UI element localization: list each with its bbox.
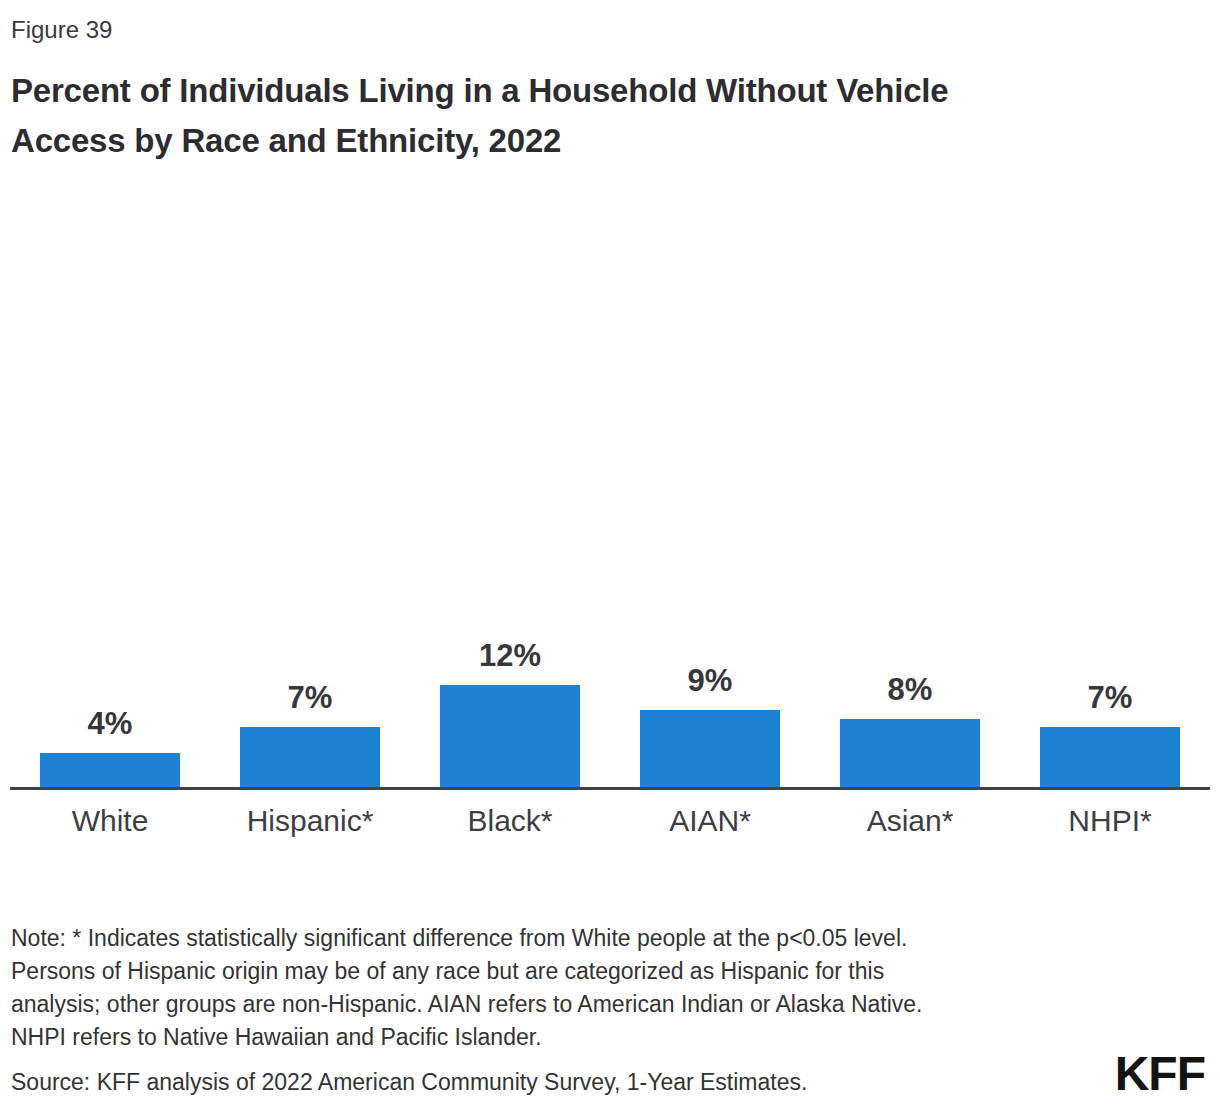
kff-logo: KFF [1115,1050,1205,1098]
note-line: NHPI refers to Native Hawaiian and Pacif… [11,1021,1091,1054]
note-line: Note: * Indicates statistically signific… [11,922,1091,955]
chart-note: Note: * Indicates statistically signific… [11,922,1091,1054]
bar-value-label: 7% [1088,680,1133,716]
bar-value-label: 7% [288,680,333,716]
bar-group-white: 4% [10,600,210,787]
category-label: AIAN* [610,801,810,841]
bar [240,727,380,787]
category-label: Hispanic* [210,801,410,841]
chart-title-line-2: Access by Race and Ethnicity, 2022 [11,116,1201,166]
bar-group-black: 12% [410,600,610,787]
chart-source: Source: KFF analysis of 2022 American Co… [11,1066,1011,1099]
figure-number-label: Figure 39 [11,14,112,46]
bar [840,719,980,787]
bar-chart-plot-area: 4% 7% 12% 9% 8% 7% [10,600,1210,787]
chart-title-line-1: Percent of Individuals Living in a House… [11,66,1201,116]
bar-value-label: 9% [688,663,733,699]
note-line: analysis; other groups are non-Hispanic.… [11,988,1091,1021]
category-label: White [10,801,210,841]
bar [640,710,780,787]
category-label: NHPI* [1010,801,1210,841]
bar [40,753,180,787]
bar-value-label: 4% [88,706,133,742]
figure-page: Figure 39 Percent of Individuals Living … [0,0,1220,1112]
x-axis-line [10,787,1210,790]
x-axis-category-labels: WhiteHispanic*Black*AIAN*Asian*NHPI* [10,801,1210,841]
bar [440,685,580,787]
bar [1040,727,1180,787]
bar-group-asian: 8% [810,600,1010,787]
bar-group-nhpi: 7% [1010,600,1210,787]
bar-value-label: 12% [479,638,541,674]
chart-title: Percent of Individuals Living in a House… [11,66,1201,166]
bar-group-hispanic: 7% [210,600,410,787]
category-label: Black* [410,801,610,841]
category-label: Asian* [810,801,1010,841]
note-line: Persons of Hispanic origin may be of any… [11,955,1091,988]
bar-group-aian: 9% [610,600,810,787]
bar-value-label: 8% [888,672,933,708]
